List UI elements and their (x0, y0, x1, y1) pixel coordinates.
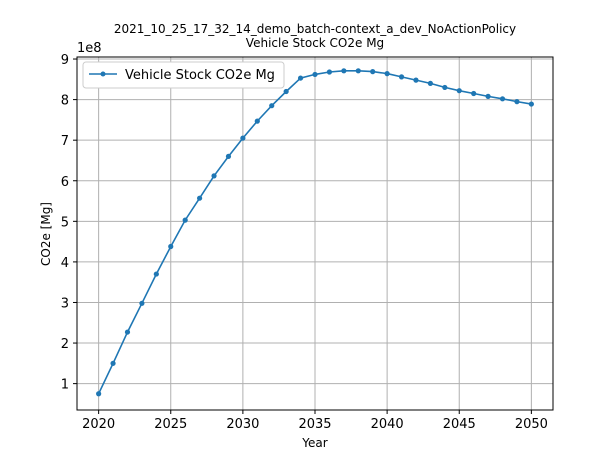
data-point (370, 69, 376, 75)
legend-box (82, 61, 285, 89)
y-tick-label: 5 (61, 215, 69, 230)
data-point (456, 88, 462, 94)
data-point (124, 329, 131, 335)
data-point (139, 300, 145, 306)
y-tick-label: 7 (61, 134, 69, 149)
plot-frame (76, 56, 554, 411)
x-tick-label: 2040 (371, 417, 404, 432)
chart-title: 2021_10_25_17_32_14_demo_batch-context_a… (114, 22, 516, 36)
data-point (442, 84, 448, 91)
data-point (283, 88, 289, 95)
data-point (485, 93, 491, 99)
data-point (528, 101, 534, 107)
data-point (312, 71, 318, 78)
legend: Vehicle Stock CO2e Mg (82, 61, 285, 89)
data-point (168, 243, 174, 250)
data-point (514, 99, 520, 105)
y-offset-label: 1e8 (77, 41, 102, 56)
data-point (499, 96, 506, 102)
y-tick-label: 1 (61, 378, 69, 393)
legend-point-marker (100, 71, 106, 77)
x-tick-label: 2025 (154, 417, 187, 432)
axis-ticks: 2020 2025 2030 2035 2040 2045 2050 1 2 3 4 5 6 7 8 9 (61, 53, 548, 432)
grid-lines (77, 57, 553, 410)
data-point (269, 103, 275, 109)
data-point (182, 217, 188, 223)
data-point (384, 71, 390, 77)
x-tick-label: 2045 (443, 417, 476, 432)
y-tick-label: 8 (61, 94, 69, 109)
y-tick-label: 9 (61, 53, 69, 68)
x-tick-label: 2035 (298, 417, 331, 432)
x-axis-label: Year (301, 436, 327, 450)
legend-entry-label: Vehicle Stock CO2e Mg (125, 68, 275, 83)
data-point (240, 135, 246, 141)
data-point (110, 360, 116, 366)
x-tick-label: 2030 (226, 417, 259, 432)
x-tick-label: 2050 (515, 417, 548, 432)
data-point (341, 68, 347, 74)
y-tick-label: 3 (61, 296, 69, 311)
y-tick-label: 4 (61, 256, 69, 271)
data-point (197, 195, 203, 201)
x-tick-label: 2020 (82, 417, 115, 432)
y-axis-label: CO2e [Mg] (39, 202, 53, 266)
data-point (355, 68, 361, 74)
data-point (297, 75, 304, 81)
data-point (427, 80, 433, 86)
y-tick-label: 2 (61, 337, 69, 352)
chart-subtitle: Vehicle Stock CO2e Mg (246, 36, 384, 50)
data-point (153, 271, 159, 277)
data-point (413, 77, 419, 83)
data-point (326, 69, 333, 75)
data-point (211, 173, 217, 179)
data-point (254, 118, 260, 124)
data-point (398, 74, 405, 80)
data-point (225, 153, 232, 160)
series-layer (96, 68, 534, 397)
y-tick-label: 6 (61, 175, 69, 190)
data-point (96, 391, 102, 397)
data-point (471, 90, 477, 97)
